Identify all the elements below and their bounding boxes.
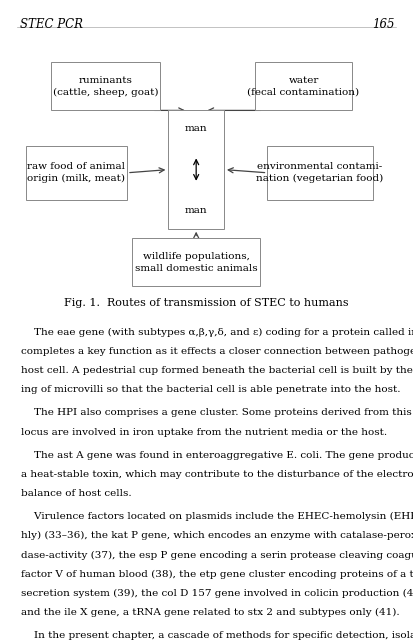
FancyBboxPatch shape	[51, 62, 160, 110]
Text: The eae gene (with subtypes α,β,γ,δ, and ε) coding for a protein called intimin: The eae gene (with subtypes α,β,γ,δ, and…	[21, 328, 413, 337]
Text: secretion system (39), the col D 157 gene involved in colicin production (40),: secretion system (39), the col D 157 gen…	[21, 589, 413, 598]
FancyBboxPatch shape	[132, 239, 260, 286]
Text: STEC PCR: STEC PCR	[20, 18, 83, 31]
Text: balance of host cells.: balance of host cells.	[21, 489, 131, 498]
Text: raw food of animal
origin (milk, meat): raw food of animal origin (milk, meat)	[27, 163, 126, 183]
Text: environmental contami-
nation (vegetarian food): environmental contami- nation (vegetaria…	[256, 163, 384, 183]
Text: and the ile X gene, a tRNA gene related to stx 2 and subtypes only (41).: and the ile X gene, a tRNA gene related …	[21, 608, 399, 617]
Text: host cell. A pedestrial cup formed beneath the bacterial cell is built by the ef: host cell. A pedestrial cup formed benea…	[21, 366, 413, 375]
Text: 165: 165	[372, 18, 394, 31]
Text: man: man	[185, 206, 207, 216]
Text: Fig. 1.  Routes of transmission of STEC to humans: Fig. 1. Routes of transmission of STEC t…	[64, 298, 349, 308]
FancyBboxPatch shape	[26, 146, 127, 200]
Text: The HPI also comprises a gene cluster. Some proteins derived from this: The HPI also comprises a gene cluster. S…	[21, 408, 411, 417]
FancyBboxPatch shape	[268, 146, 373, 200]
Text: dase-activity (37), the esp P gene encoding a serin protease cleaving coagulatio: dase-activity (37), the esp P gene encod…	[21, 550, 413, 559]
Text: ing of microvilli so that the bacterial cell is able penetrate into the host.: ing of microvilli so that the bacterial …	[21, 385, 400, 394]
Text: man: man	[185, 124, 207, 133]
Text: hly) (33–36), the kat P gene, which encodes an enzyme with catalase-peroxi-: hly) (33–36), the kat P gene, which enco…	[21, 531, 413, 540]
Text: In the present chapter, a cascade of methods for specific detection, isolation,: In the present chapter, a cascade of met…	[21, 631, 413, 640]
Text: ruminants
(cattle, sheep, goat): ruminants (cattle, sheep, goat)	[52, 76, 158, 97]
Text: a heat-stable toxin, which may contribute to the disturbance of the electrolyte: a heat-stable toxin, which may contribut…	[21, 470, 413, 479]
FancyBboxPatch shape	[255, 62, 352, 110]
Text: wildlife populations,
small domestic animals: wildlife populations, small domestic ani…	[135, 252, 257, 273]
Text: factor V of human blood (38), the etp gene cluster encoding proteins of a type I: factor V of human blood (38), the etp ge…	[21, 570, 413, 579]
Text: Virulence factors located on plasmids include the EHEC-hemolysin (EHEC-: Virulence factors located on plasmids in…	[21, 512, 413, 521]
Text: completes a key function as it effects a closer connection between pathogen and: completes a key function as it effects a…	[21, 347, 413, 356]
Text: water
(fecal contamination): water (fecal contamination)	[247, 76, 360, 97]
Text: locus are involved in iron uptake from the nutrient media or the host.: locus are involved in iron uptake from t…	[21, 428, 387, 436]
FancyBboxPatch shape	[169, 111, 224, 228]
Text: The ast A gene was found in enteroaggregative E. coli. The gene product is: The ast A gene was found in enteroaggreg…	[21, 451, 413, 460]
